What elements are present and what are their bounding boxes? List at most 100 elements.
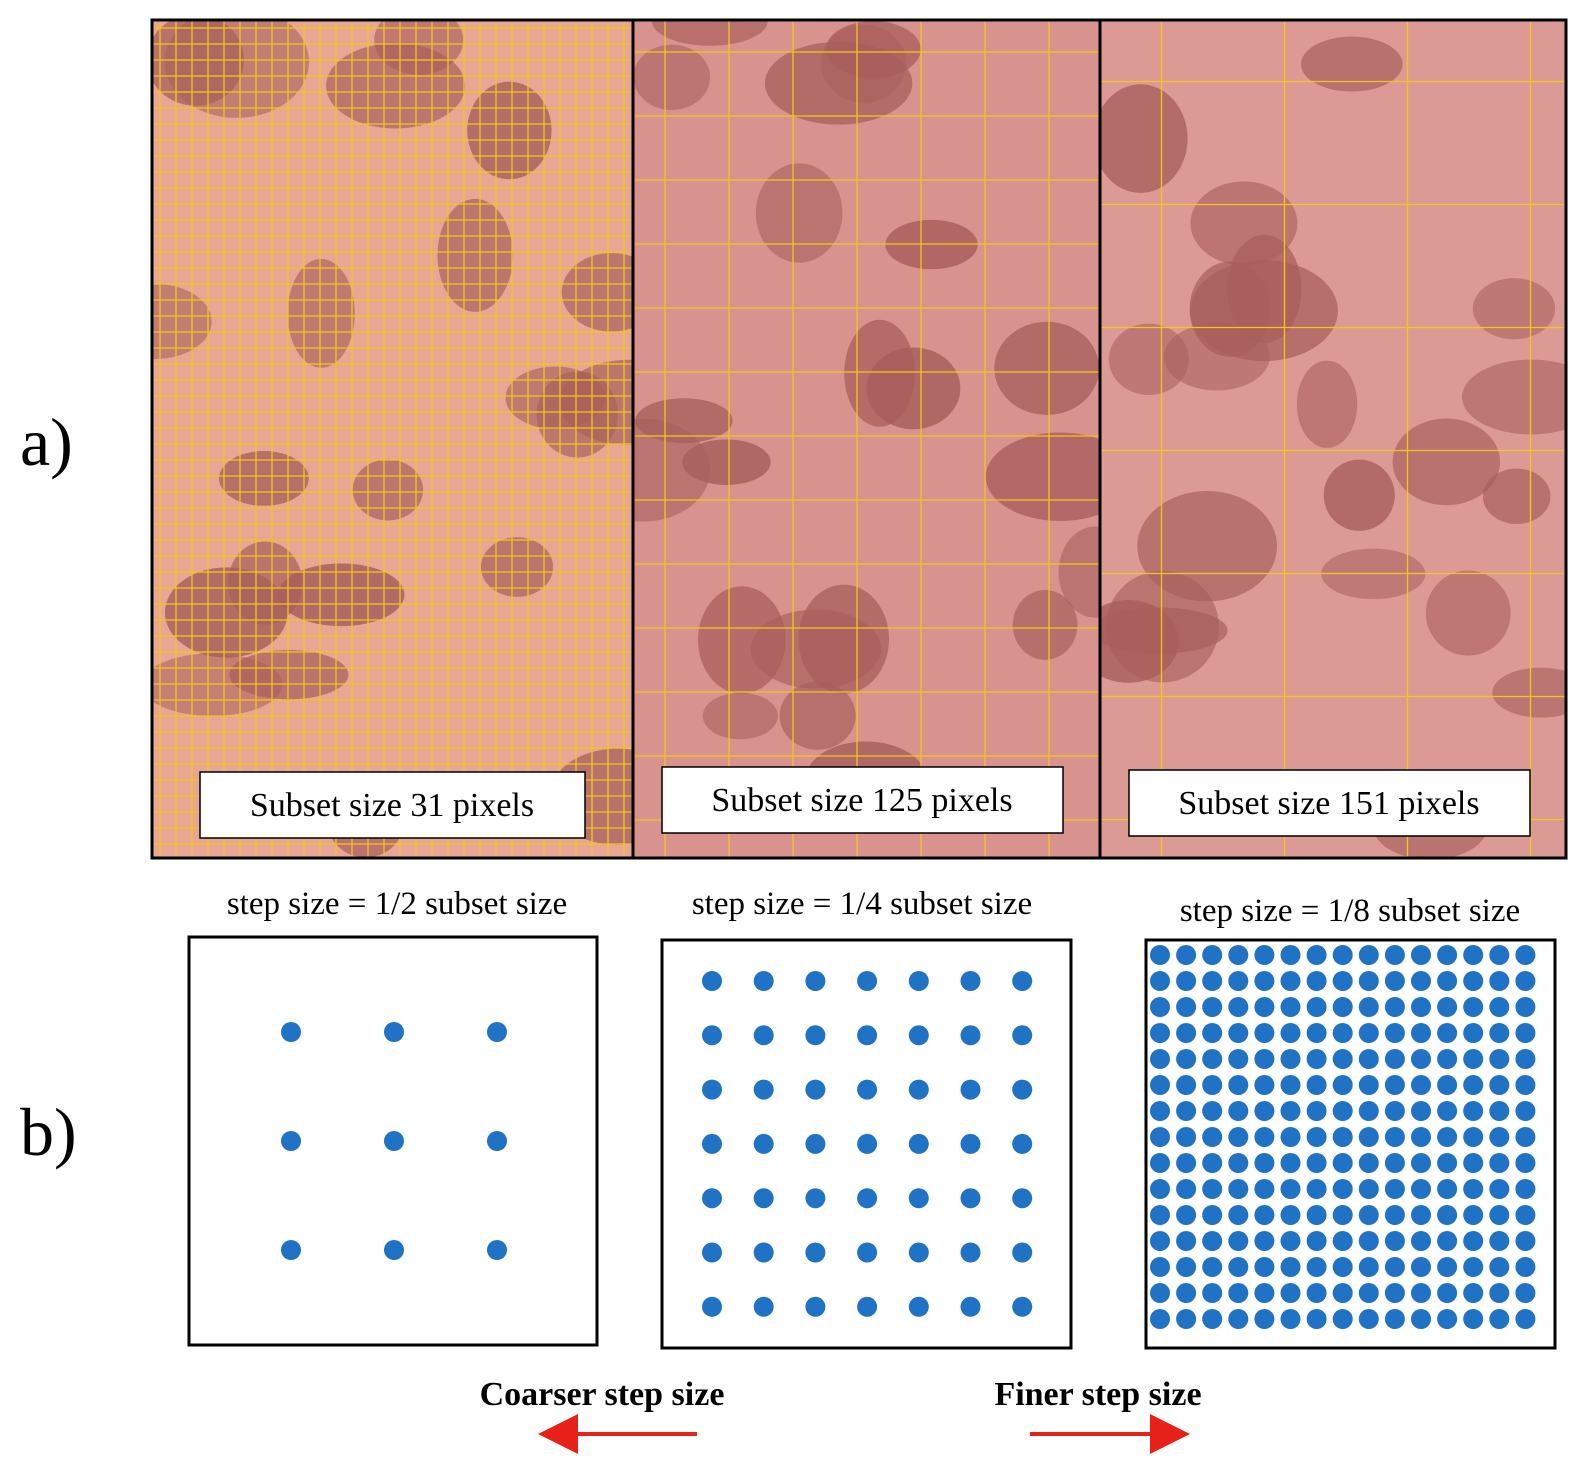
dot	[1489, 997, 1510, 1017]
dot	[1515, 1257, 1536, 1277]
dot	[1463, 971, 1484, 991]
dot	[1254, 1153, 1275, 1173]
blob	[559, 359, 633, 445]
dot	[805, 1188, 826, 1209]
blob	[779, 681, 856, 750]
blob	[635, 398, 733, 443]
dot	[1437, 1283, 1458, 1303]
dot	[960, 971, 981, 991]
blob	[561, 252, 633, 332]
dot	[1228, 1179, 1249, 1199]
dot	[1332, 1101, 1353, 1121]
dot	[1150, 1075, 1170, 1095]
dot	[1489, 1205, 1510, 1225]
blob	[152, 653, 283, 716]
dot	[1384, 1257, 1405, 1277]
dot	[384, 1022, 404, 1042]
dot	[1254, 1023, 1275, 1043]
dot	[805, 1133, 826, 1154]
dot	[1437, 1205, 1458, 1225]
dot	[1358, 1257, 1379, 1277]
dot	[1437, 997, 1458, 1017]
dot	[1515, 1075, 1536, 1095]
dot	[1411, 1023, 1431, 1043]
blob	[1296, 360, 1358, 448]
dot	[1384, 1179, 1405, 1199]
dot	[1254, 1127, 1275, 1147]
subset-label: Subset size 31 pixels	[250, 787, 534, 824]
step-label: step size = 1/4 subset size	[692, 886, 1032, 922]
dot	[1437, 1179, 1458, 1199]
dot	[1411, 1101, 1431, 1121]
step-label: step size = 1/2 subset size	[227, 886, 567, 922]
label-box	[661, 766, 1064, 834]
dot	[1358, 945, 1379, 965]
dot	[1254, 1283, 1275, 1303]
dot	[1176, 1179, 1197, 1199]
subset-label: Subset size 151 pixels	[1178, 785, 1479, 822]
dot	[1150, 1101, 1170, 1121]
dot	[1332, 1283, 1353, 1303]
dot	[1150, 971, 1170, 991]
dot	[1306, 945, 1327, 965]
dot	[1228, 971, 1249, 991]
dot	[702, 1079, 722, 1100]
blob	[1472, 278, 1556, 340]
dot	[702, 971, 722, 991]
dot	[1515, 1153, 1536, 1173]
arrow-label: Coarser step size	[480, 1376, 725, 1413]
blob	[437, 198, 513, 312]
dot	[1306, 1023, 1327, 1043]
dot	[908, 1079, 929, 1100]
dot	[1176, 1309, 1197, 1329]
dot	[1332, 1127, 1353, 1147]
dot	[702, 1242, 722, 1263]
dot	[1202, 1179, 1223, 1199]
dot	[1358, 1205, 1379, 1225]
dot	[1463, 1257, 1484, 1277]
dot	[1384, 1049, 1405, 1069]
dot	[1228, 1205, 1249, 1225]
dot	[1202, 1127, 1223, 1147]
dot	[1306, 1257, 1327, 1277]
dot	[1489, 1309, 1510, 1329]
dot	[1202, 1257, 1223, 1277]
dot	[1306, 1283, 1327, 1303]
blob	[1300, 36, 1403, 92]
dot	[1228, 1023, 1249, 1043]
dot	[1228, 997, 1249, 1017]
dot	[1254, 1231, 1275, 1251]
panel-label: b)	[20, 1094, 77, 1170]
dot	[1358, 1309, 1379, 1329]
blob	[1323, 459, 1395, 531]
dot	[1411, 1179, 1431, 1199]
dot	[487, 1131, 507, 1151]
dot	[1332, 1049, 1353, 1069]
blob	[287, 258, 355, 368]
blob	[1189, 260, 1338, 362]
dot	[1254, 1049, 1275, 1069]
blob	[1058, 526, 1100, 618]
dot	[1280, 1179, 1301, 1199]
dot	[1437, 1023, 1458, 1043]
dot	[1437, 971, 1458, 991]
dot	[1437, 1153, 1458, 1173]
dot	[1280, 1257, 1301, 1277]
dot	[1411, 1205, 1431, 1225]
dot	[1463, 1179, 1484, 1199]
panel-frame	[150, 18, 1568, 860]
dot	[1358, 971, 1379, 991]
blob	[467, 81, 552, 180]
blob	[985, 432, 1100, 521]
dot	[1489, 1283, 1510, 1303]
dot	[1411, 945, 1431, 965]
dot	[1176, 1075, 1197, 1095]
panel-label: a)	[20, 404, 73, 480]
dot	[1228, 1075, 1249, 1095]
dot	[1306, 1049, 1327, 1069]
dot	[1384, 1283, 1405, 1303]
blob	[1425, 570, 1511, 656]
dot	[1202, 1075, 1223, 1095]
